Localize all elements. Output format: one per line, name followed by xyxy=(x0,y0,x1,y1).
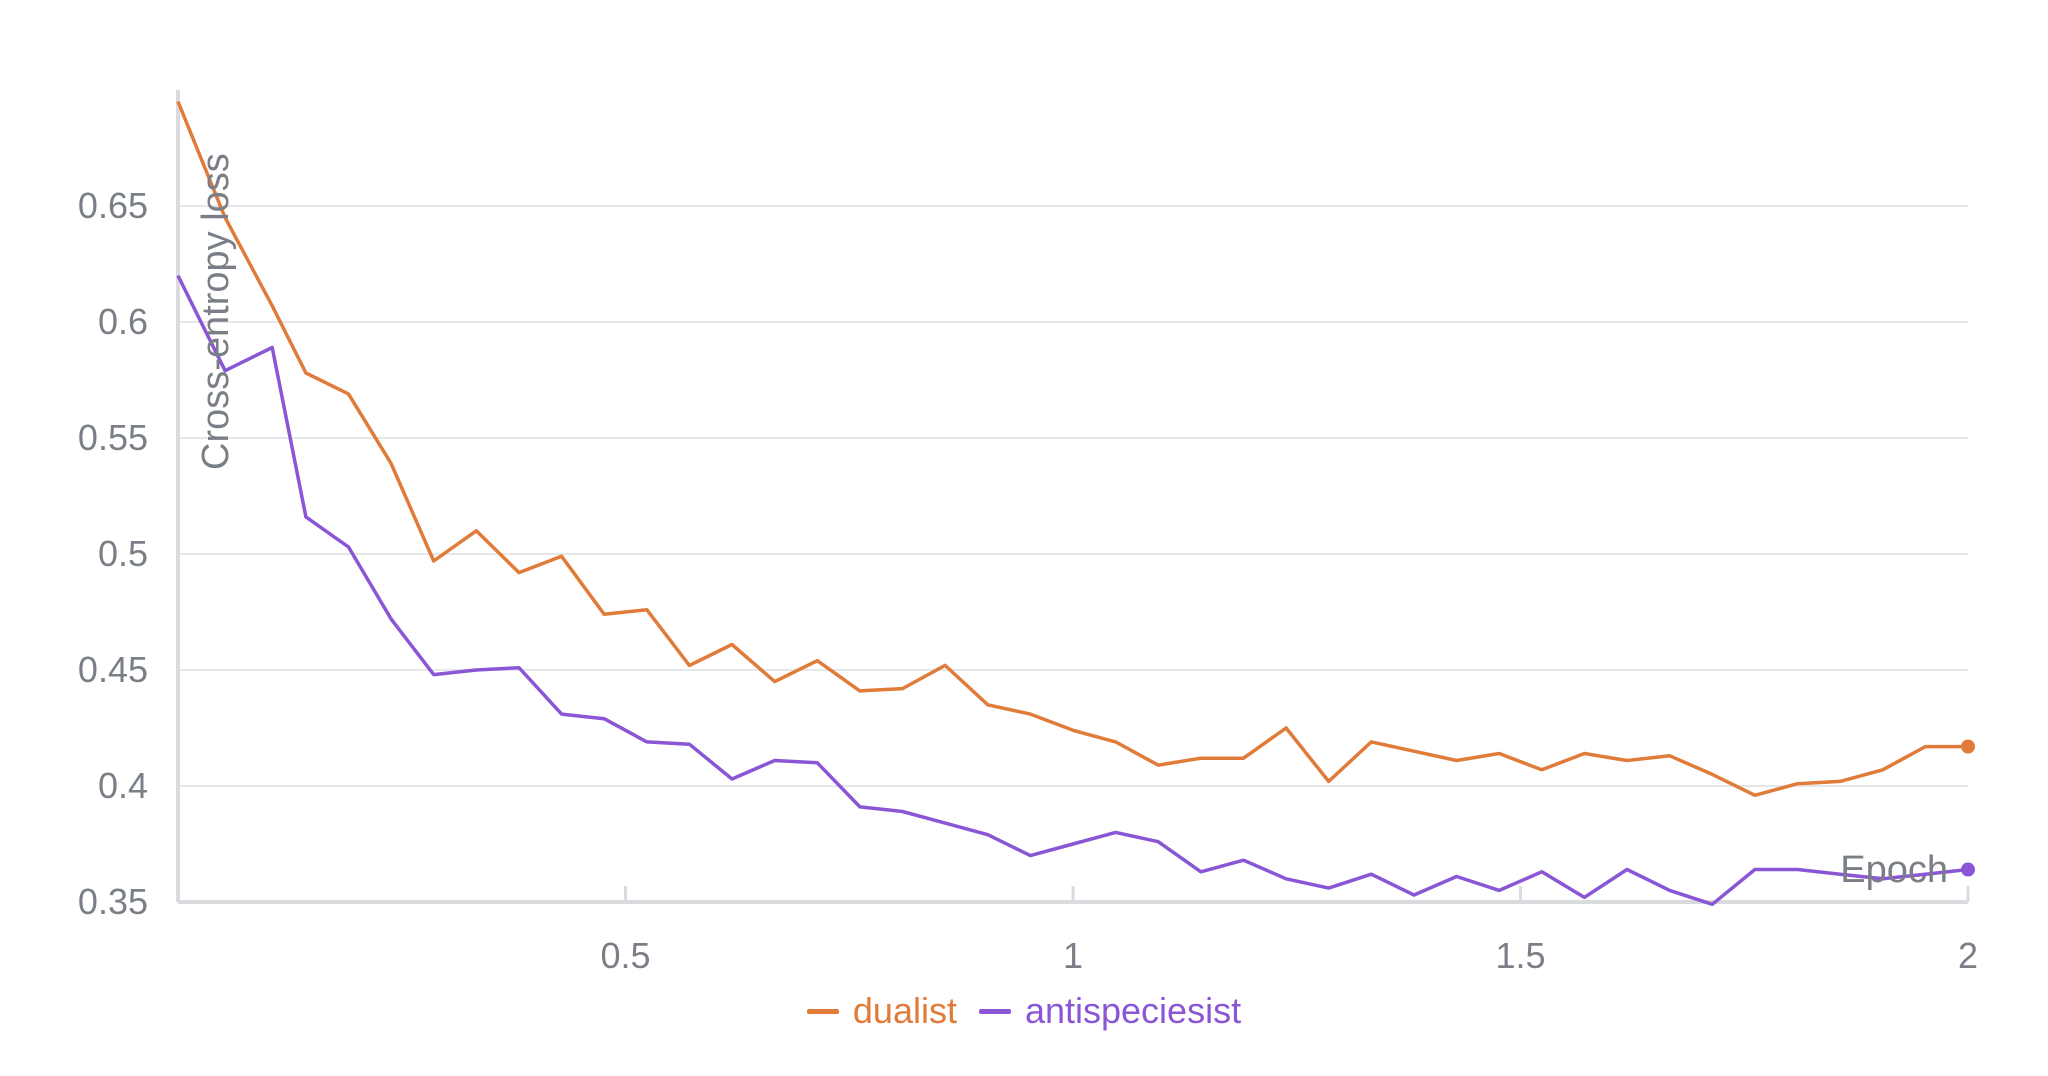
y-tick-label: 0.65 xyxy=(78,185,148,226)
legend-label: dualist xyxy=(852,990,957,1031)
x-tick-label: 2 xyxy=(1958,935,1978,976)
legend-swatch xyxy=(978,1008,1011,1014)
series-end-point-dualist xyxy=(1961,739,1975,754)
x-ticks: 0.5 1 1.5 2 xyxy=(600,886,1978,976)
x-tick-label: 1.5 xyxy=(1495,935,1545,976)
y-tick-label: 0.55 xyxy=(78,417,148,458)
y-tick-label: 0.35 xyxy=(78,881,148,922)
series-end-point-antispeciesist xyxy=(1961,862,1975,877)
y-tick-label: 0.6 xyxy=(98,301,148,342)
x-tick-label: 0.5 xyxy=(600,935,650,976)
grid xyxy=(178,205,1968,787)
y-axis-label: Cross-entropy loss xyxy=(195,153,237,470)
x-axis-label: Epoch xyxy=(1840,849,1948,891)
series-line-antispeciesist xyxy=(176,274,1969,907)
y-ticks: 0.35 0.4 0.45 0.5 0.55 0.6 0.65 xyxy=(78,185,148,922)
legend: dualist antispeciesist xyxy=(0,990,2048,1032)
legend-label: antispeciesist xyxy=(1024,990,1242,1031)
legend-item-dualist[interactable]: dualist xyxy=(806,990,957,1032)
x-tick-label: 1 xyxy=(1063,935,1083,976)
series-line-dualist xyxy=(176,100,1968,798)
series-lines xyxy=(176,100,1975,907)
legend-item-antispeciesist[interactable]: antispeciesist xyxy=(978,990,1242,1032)
y-tick-label: 0.5 xyxy=(98,533,148,574)
y-tick-label: 0.4 xyxy=(98,765,148,806)
y-tick-label: 0.45 xyxy=(78,649,148,690)
axes xyxy=(176,90,1968,904)
legend-swatch xyxy=(806,1008,839,1014)
